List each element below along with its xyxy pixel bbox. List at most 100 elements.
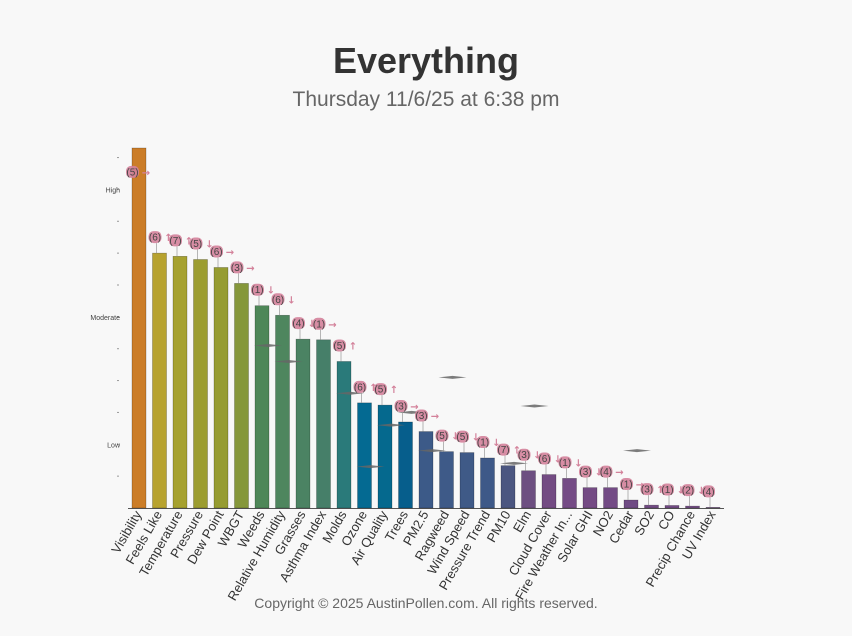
- badge-rating: (1): [559, 458, 571, 469]
- trend-marker: [274, 359, 303, 363]
- bar-feels-like: [152, 252, 167, 509]
- trend-arrow: ↓: [677, 485, 685, 496]
- chart-title: Everything: [332, 40, 520, 81]
- badge-rating: (5): [374, 385, 386, 396]
- trend-arrow: ↓: [574, 458, 582, 469]
- trend-marker: [520, 404, 549, 408]
- y-level-label: Moderate: [90, 315, 120, 322]
- trend-arrow: ↓: [533, 451, 541, 462]
- trend-arrow: →: [142, 168, 150, 179]
- bar-trees: [398, 421, 413, 509]
- badge-pill: [661, 483, 674, 496]
- trend-arrow: ↑: [390, 385, 398, 396]
- badge-pill: [517, 448, 531, 461]
- trend-arrow: ↑: [349, 341, 357, 352]
- trend-arrow: →: [226, 247, 234, 258]
- badge-pill: [558, 456, 572, 469]
- trend-arrow: ↑: [185, 236, 193, 247]
- bar-temperature: [172, 256, 188, 509]
- badge-rating: (1): [313, 319, 325, 330]
- trend-marker: [438, 375, 467, 379]
- copyright-footer: Copyright © 2025 AustinPollen.com. All r…: [254, 595, 598, 611]
- badge-pill: [579, 465, 592, 478]
- badge-pill: [126, 165, 139, 178]
- bar-co: [664, 505, 680, 509]
- badge-pill: [476, 435, 490, 448]
- badge-pill: [456, 430, 469, 443]
- bar-wbgt: [234, 283, 249, 509]
- badge-rating: (4): [292, 319, 304, 330]
- badge-pill: [210, 245, 223, 258]
- badge-pill: [292, 317, 305, 330]
- badge-rating: (2): [682, 486, 694, 497]
- trend-arrow: →: [328, 320, 336, 331]
- badge-pill: [415, 409, 428, 422]
- badge-pill: [353, 380, 367, 393]
- badge-pill: [333, 339, 346, 352]
- bar-solar-ghi: [582, 487, 598, 509]
- badge-rating: (5): [126, 167, 138, 178]
- badge-pill: [620, 478, 633, 491]
- trend-arrow: ↑: [513, 446, 521, 457]
- trend-marker: [254, 344, 282, 348]
- bar-ozone: [357, 402, 372, 509]
- badge-rating: (6): [210, 247, 222, 258]
- bar-cloud-cover: [541, 474, 557, 509]
- trend-arrow: ↓: [205, 240, 213, 251]
- badge-pill: [251, 283, 264, 296]
- trend-arrow: ↓: [451, 432, 459, 443]
- badge-rating: (3): [415, 411, 427, 422]
- badge-pill: [497, 443, 510, 456]
- badge-rating: (5): [456, 432, 468, 443]
- trend-marker: [356, 465, 385, 469]
- trend-marker: [623, 449, 651, 453]
- badge-rating: (1): [477, 437, 489, 448]
- trend-arrow: ↓: [267, 286, 275, 297]
- badge-rating: (6): [272, 295, 284, 306]
- trend-arrow: ↓: [472, 433, 480, 444]
- bar-elm: [521, 470, 536, 509]
- trend-arrow: ↓: [595, 468, 603, 479]
- badge-pill: [599, 465, 613, 478]
- bar-visibility: [131, 147, 147, 509]
- trend-arrow: →: [636, 480, 644, 491]
- badge-rating: (3): [579, 467, 591, 478]
- badge-pill: [312, 317, 326, 330]
- trend-arrow: ↑: [164, 233, 172, 244]
- y-level-label: Low: [107, 442, 121, 449]
- bar-no2: [603, 487, 618, 509]
- trend-arrow: ↑: [656, 485, 664, 496]
- trend-marker: [418, 449, 446, 453]
- trend-arrow: ↑: [369, 383, 377, 394]
- trend-marker: [500, 461, 528, 465]
- bar-so2: [644, 504, 659, 509]
- bar-precip-chance: [685, 505, 700, 509]
- bar-pm2-5: [418, 431, 434, 509]
- badge-rating: (1): [251, 285, 263, 296]
- badge-rating: (4): [600, 467, 612, 478]
- bar-pressure: [193, 259, 208, 509]
- bar-relative-humidity: [275, 314, 290, 509]
- badge-rating: (1): [620, 480, 632, 491]
- badge-pill: [374, 383, 387, 396]
- badge-rating: (3): [641, 485, 653, 496]
- trend-arrow: ↓: [308, 319, 316, 330]
- bar-molds: [336, 361, 352, 509]
- badge-pill: [640, 483, 654, 496]
- badge-rating: (5): [436, 431, 448, 442]
- bar-cedar: [623, 499, 639, 509]
- bar-dew-point: [213, 267, 229, 509]
- badge-rating: (3): [231, 263, 243, 274]
- badge-rating: (6): [354, 382, 366, 393]
- badge-pill: [435, 429, 449, 442]
- bar-uv-index: [705, 507, 721, 509]
- bar-weeds: [254, 305, 270, 509]
- bar-asthma-index: [316, 339, 331, 509]
- bar-grasses: [295, 338, 311, 509]
- badge-rating: (6): [149, 233, 161, 244]
- badge-pill: [230, 261, 244, 274]
- badge-rating: (3): [518, 450, 530, 461]
- badge-rating: (5): [333, 341, 345, 352]
- trend-arrow: ↓: [287, 295, 295, 306]
